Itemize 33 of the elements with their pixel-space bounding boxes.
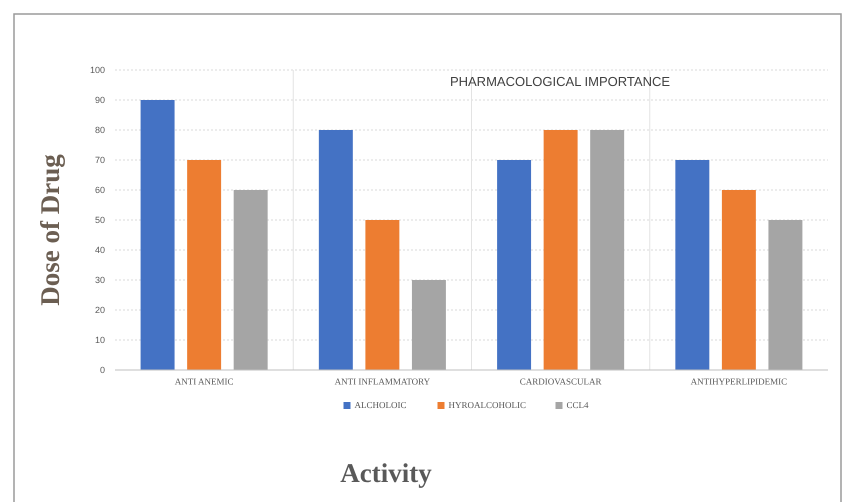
bar xyxy=(318,130,353,370)
x-axis-title: Activity xyxy=(340,458,432,488)
y-tick-label: 40 xyxy=(94,244,105,255)
bar xyxy=(412,280,446,370)
bar xyxy=(497,160,532,370)
y-tick-label: 90 xyxy=(94,94,105,105)
legend-label: HYROALCOHOLIC xyxy=(448,400,526,410)
y-tick-label: 100 xyxy=(90,64,105,75)
y-tick-label: 80 xyxy=(94,124,105,135)
x-tick-label: ANTI ANEMIC xyxy=(174,376,234,386)
bar xyxy=(722,190,756,370)
x-tick-label: ANTIHYPERLIPIDEMIC xyxy=(690,376,788,386)
x-tick-label: ANTI INFLAMMATORY xyxy=(334,376,431,386)
y-tick-label: 10 xyxy=(94,334,105,345)
bar xyxy=(590,130,624,370)
y-tick-label: 30 xyxy=(94,274,105,285)
y-tick-label: 50 xyxy=(94,214,105,225)
y-axis-title: Dose of Drug xyxy=(35,154,65,306)
bar xyxy=(544,130,578,370)
chart-title: PHARMACOLOGICAL IMPORTANCE xyxy=(450,74,670,89)
y-tick-label: 0 xyxy=(100,364,105,375)
legend-label: ALCHOLOIC xyxy=(354,400,406,410)
y-tick-label: 20 xyxy=(94,304,105,315)
bar xyxy=(187,160,222,370)
bar xyxy=(768,220,802,370)
bar xyxy=(234,190,268,370)
x-tick-label: CARDIOVASCULAR xyxy=(520,376,602,386)
y-tick-label: 70 xyxy=(94,154,105,165)
bar xyxy=(675,160,710,370)
y-tick-label: 60 xyxy=(94,184,105,195)
legend-label: CCL4 xyxy=(566,400,590,410)
bar xyxy=(365,220,400,370)
bar xyxy=(140,100,175,370)
